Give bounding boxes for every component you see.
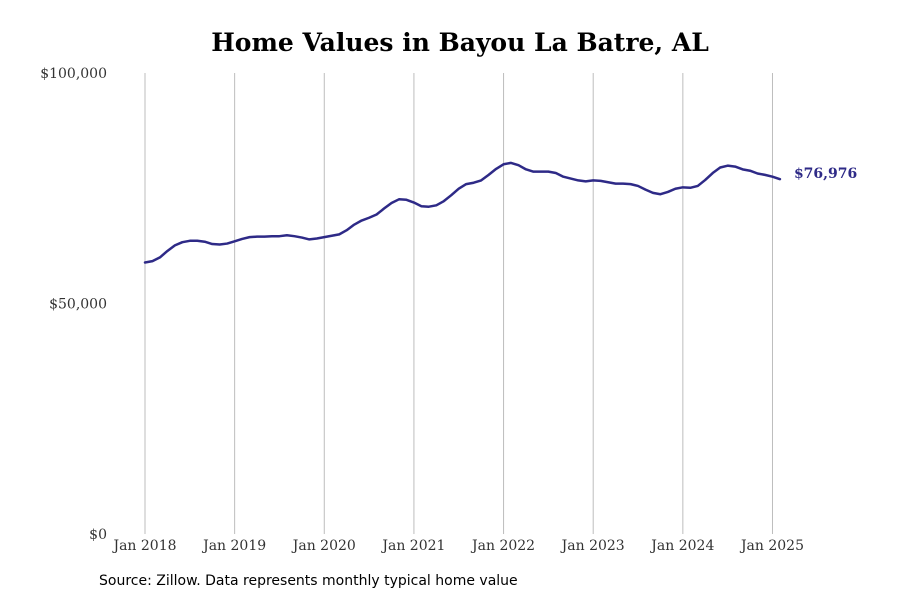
x-tick-label-5: Jan 2023 [560, 538, 625, 554]
x-tick-label-7: Jan 2025 [739, 538, 804, 554]
source-note: Source: Zillow. Data represents monthly … [99, 573, 518, 589]
gridlines [144, 73, 773, 534]
chart-title: Home Values in Bayou La Batre, AL [211, 28, 709, 57]
x-tick-label-1: Jan 2019 [201, 538, 266, 554]
end-value-label-0: $76,976 [794, 166, 857, 182]
series-group: $76,976 [143, 161, 857, 264]
x-tick-label-2: Jan 2020 [291, 538, 356, 554]
x-tick-label-0: Jan 2018 [111, 538, 176, 554]
x-tick-label-3: Jan 2021 [380, 538, 445, 554]
x-tick-label-4: Jan 2022 [470, 538, 535, 554]
y-tick-label-2: $100,000 [40, 66, 107, 82]
y-tick-label-0: $0 [89, 527, 107, 543]
y-axis: $0 $50,000 $100,000 [40, 66, 107, 543]
x-tick-label-6: Jan 2024 [649, 538, 714, 554]
x-axis: Jan 2018 Jan 2019 Jan 2020 Jan 2021 Jan 2022… [111, 538, 804, 554]
series-line-0 [143, 161, 782, 264]
y-tick-label-1: $50,000 [49, 297, 107, 313]
